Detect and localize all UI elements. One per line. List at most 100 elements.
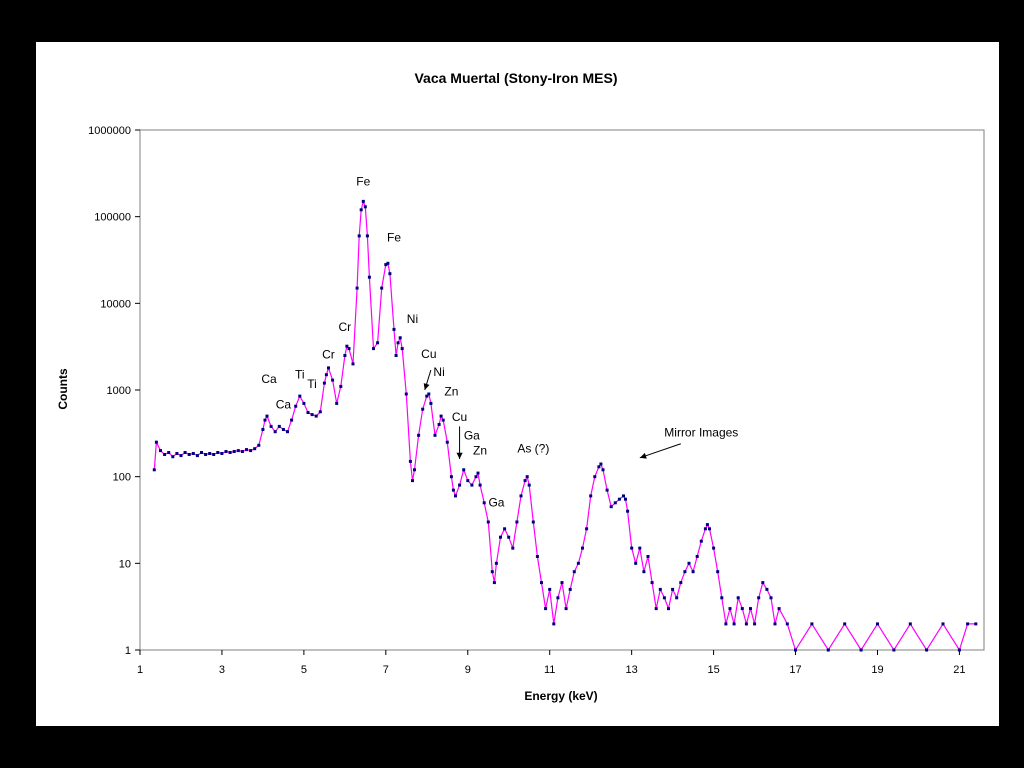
data-point	[474, 475, 478, 479]
data-point	[204, 453, 208, 456]
data-point	[361, 199, 365, 203]
data-point	[593, 475, 597, 479]
data-point	[476, 471, 480, 475]
peak-label: Ca	[276, 398, 292, 412]
data-point	[331, 378, 335, 382]
y-tick-label: 10	[119, 558, 131, 570]
data-point	[273, 430, 277, 434]
data-point	[671, 587, 675, 591]
data-point	[470, 483, 474, 487]
data-point	[548, 587, 552, 591]
data-point	[191, 452, 195, 455]
data-point	[544, 607, 548, 611]
data-point	[519, 494, 523, 498]
data-point	[408, 459, 412, 463]
data-point	[335, 401, 339, 405]
x-tick-label: 3	[219, 664, 225, 676]
data-point	[216, 451, 220, 454]
annotation-arrow-head	[639, 452, 647, 459]
data-point	[515, 520, 519, 524]
data-point	[240, 450, 244, 453]
data-point	[220, 452, 224, 455]
data-point	[740, 607, 744, 611]
data-point	[826, 648, 830, 652]
data-point	[154, 440, 158, 444]
axes: 1 3 5 7 9 11 13 15 17 19 2111010010001000010000010…	[88, 125, 965, 676]
data-point	[494, 561, 498, 565]
annotation-arrow-head	[423, 383, 430, 390]
data-point	[492, 581, 496, 585]
data-point	[794, 648, 797, 652]
data-point	[777, 607, 781, 611]
data-point	[974, 622, 978, 626]
data-point	[617, 497, 621, 501]
data-point	[728, 607, 732, 611]
data-point	[499, 535, 502, 539]
x-tick-label: 11	[544, 664, 555, 676]
data-point	[439, 414, 443, 418]
data-point	[753, 622, 757, 626]
data-point	[351, 362, 355, 366]
peak-label: Ga	[464, 428, 480, 442]
data-point	[345, 344, 349, 348]
data-point	[605, 488, 609, 492]
data-point	[576, 561, 580, 565]
peak-label: Mirror Images	[664, 426, 738, 440]
peak-label: Zn	[473, 444, 487, 458]
data-point	[376, 341, 380, 345]
data-point	[507, 535, 511, 539]
data-point	[765, 587, 769, 591]
data-point	[749, 607, 752, 611]
data-point	[523, 479, 527, 483]
data-point	[683, 570, 687, 574]
data-point	[413, 468, 416, 472]
data-point	[195, 454, 199, 458]
data-point	[365, 234, 369, 238]
series-line	[153, 199, 976, 652]
data-point	[572, 570, 576, 574]
data-point	[200, 451, 203, 454]
data-point	[359, 208, 363, 212]
data-point	[925, 648, 929, 652]
peak-label: Cu	[452, 410, 467, 424]
data-point	[421, 407, 425, 411]
data-point	[343, 354, 347, 357]
data-point	[208, 452, 212, 455]
peak-label: Ti	[295, 368, 305, 382]
data-point	[712, 546, 716, 550]
data-point	[687, 561, 691, 565]
x-tick-label: 13	[626, 664, 638, 676]
data-point	[286, 430, 289, 434]
data-point	[302, 401, 306, 405]
data-point	[957, 648, 961, 652]
data-point	[646, 555, 650, 558]
data-point	[654, 607, 658, 611]
data-point	[427, 392, 431, 396]
data-point	[601, 468, 605, 472]
annotation-arrow-line	[639, 443, 681, 459]
data-point	[679, 581, 683, 585]
data-point	[152, 468, 156, 472]
data-point	[642, 570, 646, 574]
data-point	[363, 205, 367, 209]
data-point	[785, 622, 789, 626]
x-axis-label: Energy (keV)	[524, 689, 597, 703]
data-point	[404, 392, 408, 396]
data-point	[876, 622, 879, 626]
data-point	[175, 452, 179, 455]
chart-panel	[36, 42, 999, 726]
data-point	[695, 555, 699, 558]
peak-label: Cr	[339, 320, 352, 334]
data-point	[736, 596, 740, 600]
peak-label: Ni	[433, 365, 444, 379]
data-point	[454, 494, 457, 498]
data-point	[626, 509, 630, 513]
y-tick-label: 10000	[100, 298, 131, 310]
data-point	[290, 418, 294, 422]
data-point	[667, 607, 670, 611]
data-point	[599, 462, 603, 466]
data-point	[437, 423, 441, 426]
data-point	[187, 453, 191, 456]
x-tick-label: 7	[383, 664, 389, 676]
